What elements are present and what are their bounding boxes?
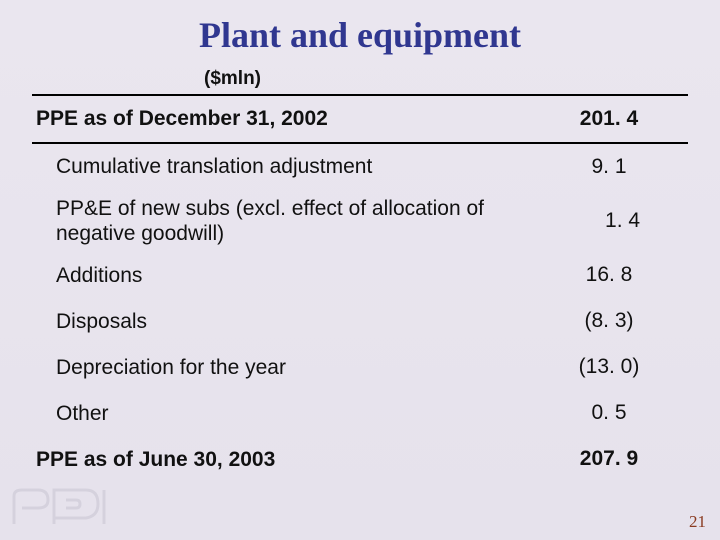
watermark-logo <box>8 484 118 532</box>
row-label: Depreciation for the year <box>36 355 534 380</box>
table-row: Additions 16. 8 <box>28 252 692 298</box>
row-label: PP&E of new subs (excl. effect of alloca… <box>36 196 561 246</box>
table-row: PPE as of June 30, 2003 207. 9 <box>28 436 692 482</box>
row-value: 16. 8 <box>534 263 684 287</box>
slide: Plant and equipment ($mln) PPE as of Dec… <box>0 0 720 540</box>
unit-label: ($mln) <box>204 68 261 90</box>
table-row: Disposals (8. 3) <box>28 298 692 344</box>
table-row: Depreciation for the year (13. 0) <box>28 344 692 390</box>
row-value: (13. 0) <box>534 355 684 379</box>
row-label: PPE as of June 30, 2003 <box>36 447 534 472</box>
row-value: 0. 5 <box>534 401 684 425</box>
row-label: Additions <box>36 263 534 288</box>
row-label: PPE as of December 31, 2002 <box>36 106 534 131</box>
page-number: 21 <box>689 512 706 532</box>
row-value: 9. 1 <box>534 155 684 179</box>
row-label: Disposals <box>36 309 534 334</box>
table-row: Cumulative translation adjustment 9. 1 <box>28 144 692 190</box>
page-title: Plant and equipment <box>28 14 692 56</box>
row-value: 201. 4 <box>534 107 684 131</box>
table-row: PPE as of December 31, 2002 201. 4 <box>28 96 692 142</box>
row-value: (8. 3) <box>534 309 684 333</box>
table-row: PP&E of new subs (excl. effect of alloca… <box>28 190 692 252</box>
row-value: 1. 4 <box>561 209 684 233</box>
unit-row: ($mln) <box>28 68 692 94</box>
row-label: Cumulative translation adjustment <box>36 154 534 179</box>
row-value: 207. 9 <box>534 447 684 471</box>
row-label: Other <box>36 401 534 426</box>
table-row: Other 0. 5 <box>28 390 692 436</box>
